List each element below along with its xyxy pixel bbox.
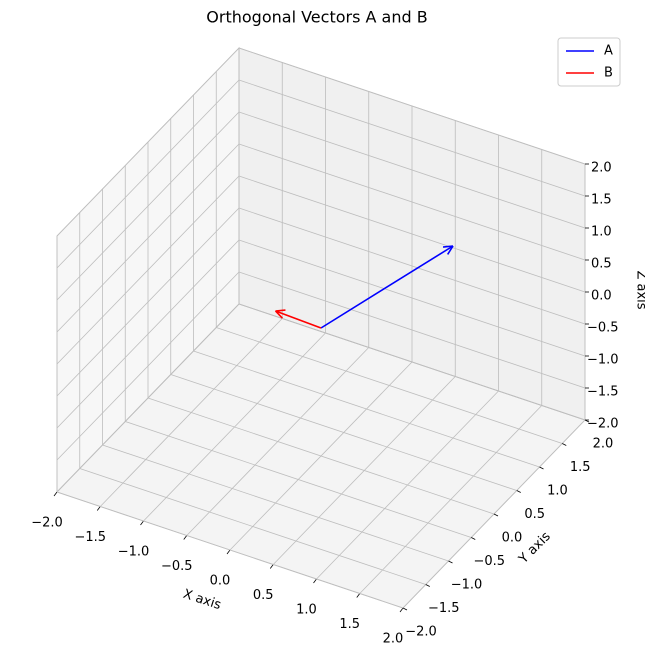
tick-mark	[96, 506, 101, 511]
grid-line	[56, 143, 240, 333]
grid-line	[56, 111, 240, 301]
y-tick-label: 0.0	[502, 531, 523, 546]
grid-line	[238, 303, 586, 421]
grid-line	[56, 303, 240, 493]
grid-line	[56, 491, 404, 609]
grid-line	[56, 79, 240, 269]
grid-line	[193, 350, 540, 468]
vector-shaft	[320, 245, 454, 329]
legend-label: B	[604, 66, 613, 81]
tick-mark	[493, 513, 499, 517]
tick-mark	[53, 491, 58, 497]
grid-line	[238, 239, 586, 357]
z-tick-label: −1.0	[587, 353, 619, 368]
x-tick-label: 0.5	[253, 588, 274, 603]
z-tick-label: −0.5	[587, 321, 619, 336]
tick-mark	[539, 466, 544, 470]
x-tick-label: −0.5	[161, 559, 193, 574]
z-tick-label: 0.5	[591, 257, 612, 272]
grid-line	[79, 468, 426, 585]
z-tick-label: 0.0	[591, 289, 612, 304]
vector	[274, 309, 322, 329]
vector-shaft	[275, 310, 322, 329]
grid-line	[147, 397, 495, 515]
z-tick-label: 2.0	[591, 161, 612, 176]
grid-line	[56, 271, 240, 461]
y-tick-label: 1.0	[547, 484, 568, 499]
y-tick-label: −1.5	[428, 601, 460, 616]
z-axis-label: Z axis	[634, 270, 645, 309]
grid-line	[56, 47, 240, 237]
tick-mark	[471, 537, 476, 540]
legend: AB	[557, 37, 621, 87]
grid-line	[216, 327, 563, 444]
tick-mark	[356, 593, 361, 598]
tick-mark	[448, 560, 453, 564]
vector-head	[446, 245, 454, 255]
z-tick-label: 1.0	[591, 225, 612, 240]
tick-mark	[399, 607, 404, 613]
tick-mark	[425, 584, 430, 587]
x-tick-label: 0.0	[210, 574, 231, 589]
x-axis-label: X axis	[181, 587, 223, 613]
grid-line	[238, 175, 586, 293]
tick-mark	[313, 578, 317, 584]
y-tick-label: −1.0	[451, 578, 483, 593]
vector	[320, 245, 454, 329]
x-tick-label: −1.0	[118, 545, 150, 560]
tick-mark	[226, 549, 231, 555]
vector-head	[274, 310, 283, 319]
grid-line	[56, 207, 240, 397]
grid-line	[238, 111, 586, 229]
grid-line	[56, 175, 240, 365]
grid-line	[238, 79, 586, 197]
tick-mark	[183, 535, 188, 540]
z-tick-label: 1.5	[591, 193, 612, 208]
x-tick-label: 2.0	[383, 632, 404, 647]
y-tick-label: 0.5	[524, 507, 545, 522]
tick-mark	[402, 607, 408, 611]
tick-mark	[140, 520, 144, 526]
z-tick-label: −1.5	[587, 385, 619, 400]
grid-line	[238, 143, 586, 261]
y-tick-label: −0.5	[473, 554, 505, 569]
x-tick-label: −1.5	[74, 530, 106, 545]
grid-line	[102, 444, 449, 562]
y-tick-label: −2.0	[405, 625, 437, 640]
legend-box	[557, 37, 621, 87]
legend-label: A	[604, 44, 613, 59]
x-tick-label: −2.0	[31, 516, 63, 531]
vector-head	[275, 309, 286, 312]
chart-title: Orthogonal Vectors A and B	[206, 8, 427, 27]
tick-mark	[269, 564, 274, 569]
tick-mark	[516, 490, 521, 493]
grid-line	[170, 374, 517, 491]
grid-line	[238, 207, 586, 325]
z-tick-label: −2.0	[587, 417, 619, 432]
grid-line	[56, 239, 240, 429]
y-tick-label: 1.5	[570, 460, 591, 475]
x-tick-label: 1.5	[339, 617, 360, 632]
tick-mark	[562, 443, 567, 446]
vector-head	[442, 245, 454, 248]
grid-line	[238, 271, 586, 389]
x-tick-label: 1.0	[296, 603, 317, 618]
grid-line	[125, 421, 472, 538]
y-tick-label: 2.0	[593, 437, 614, 452]
grid-line	[238, 47, 586, 165]
